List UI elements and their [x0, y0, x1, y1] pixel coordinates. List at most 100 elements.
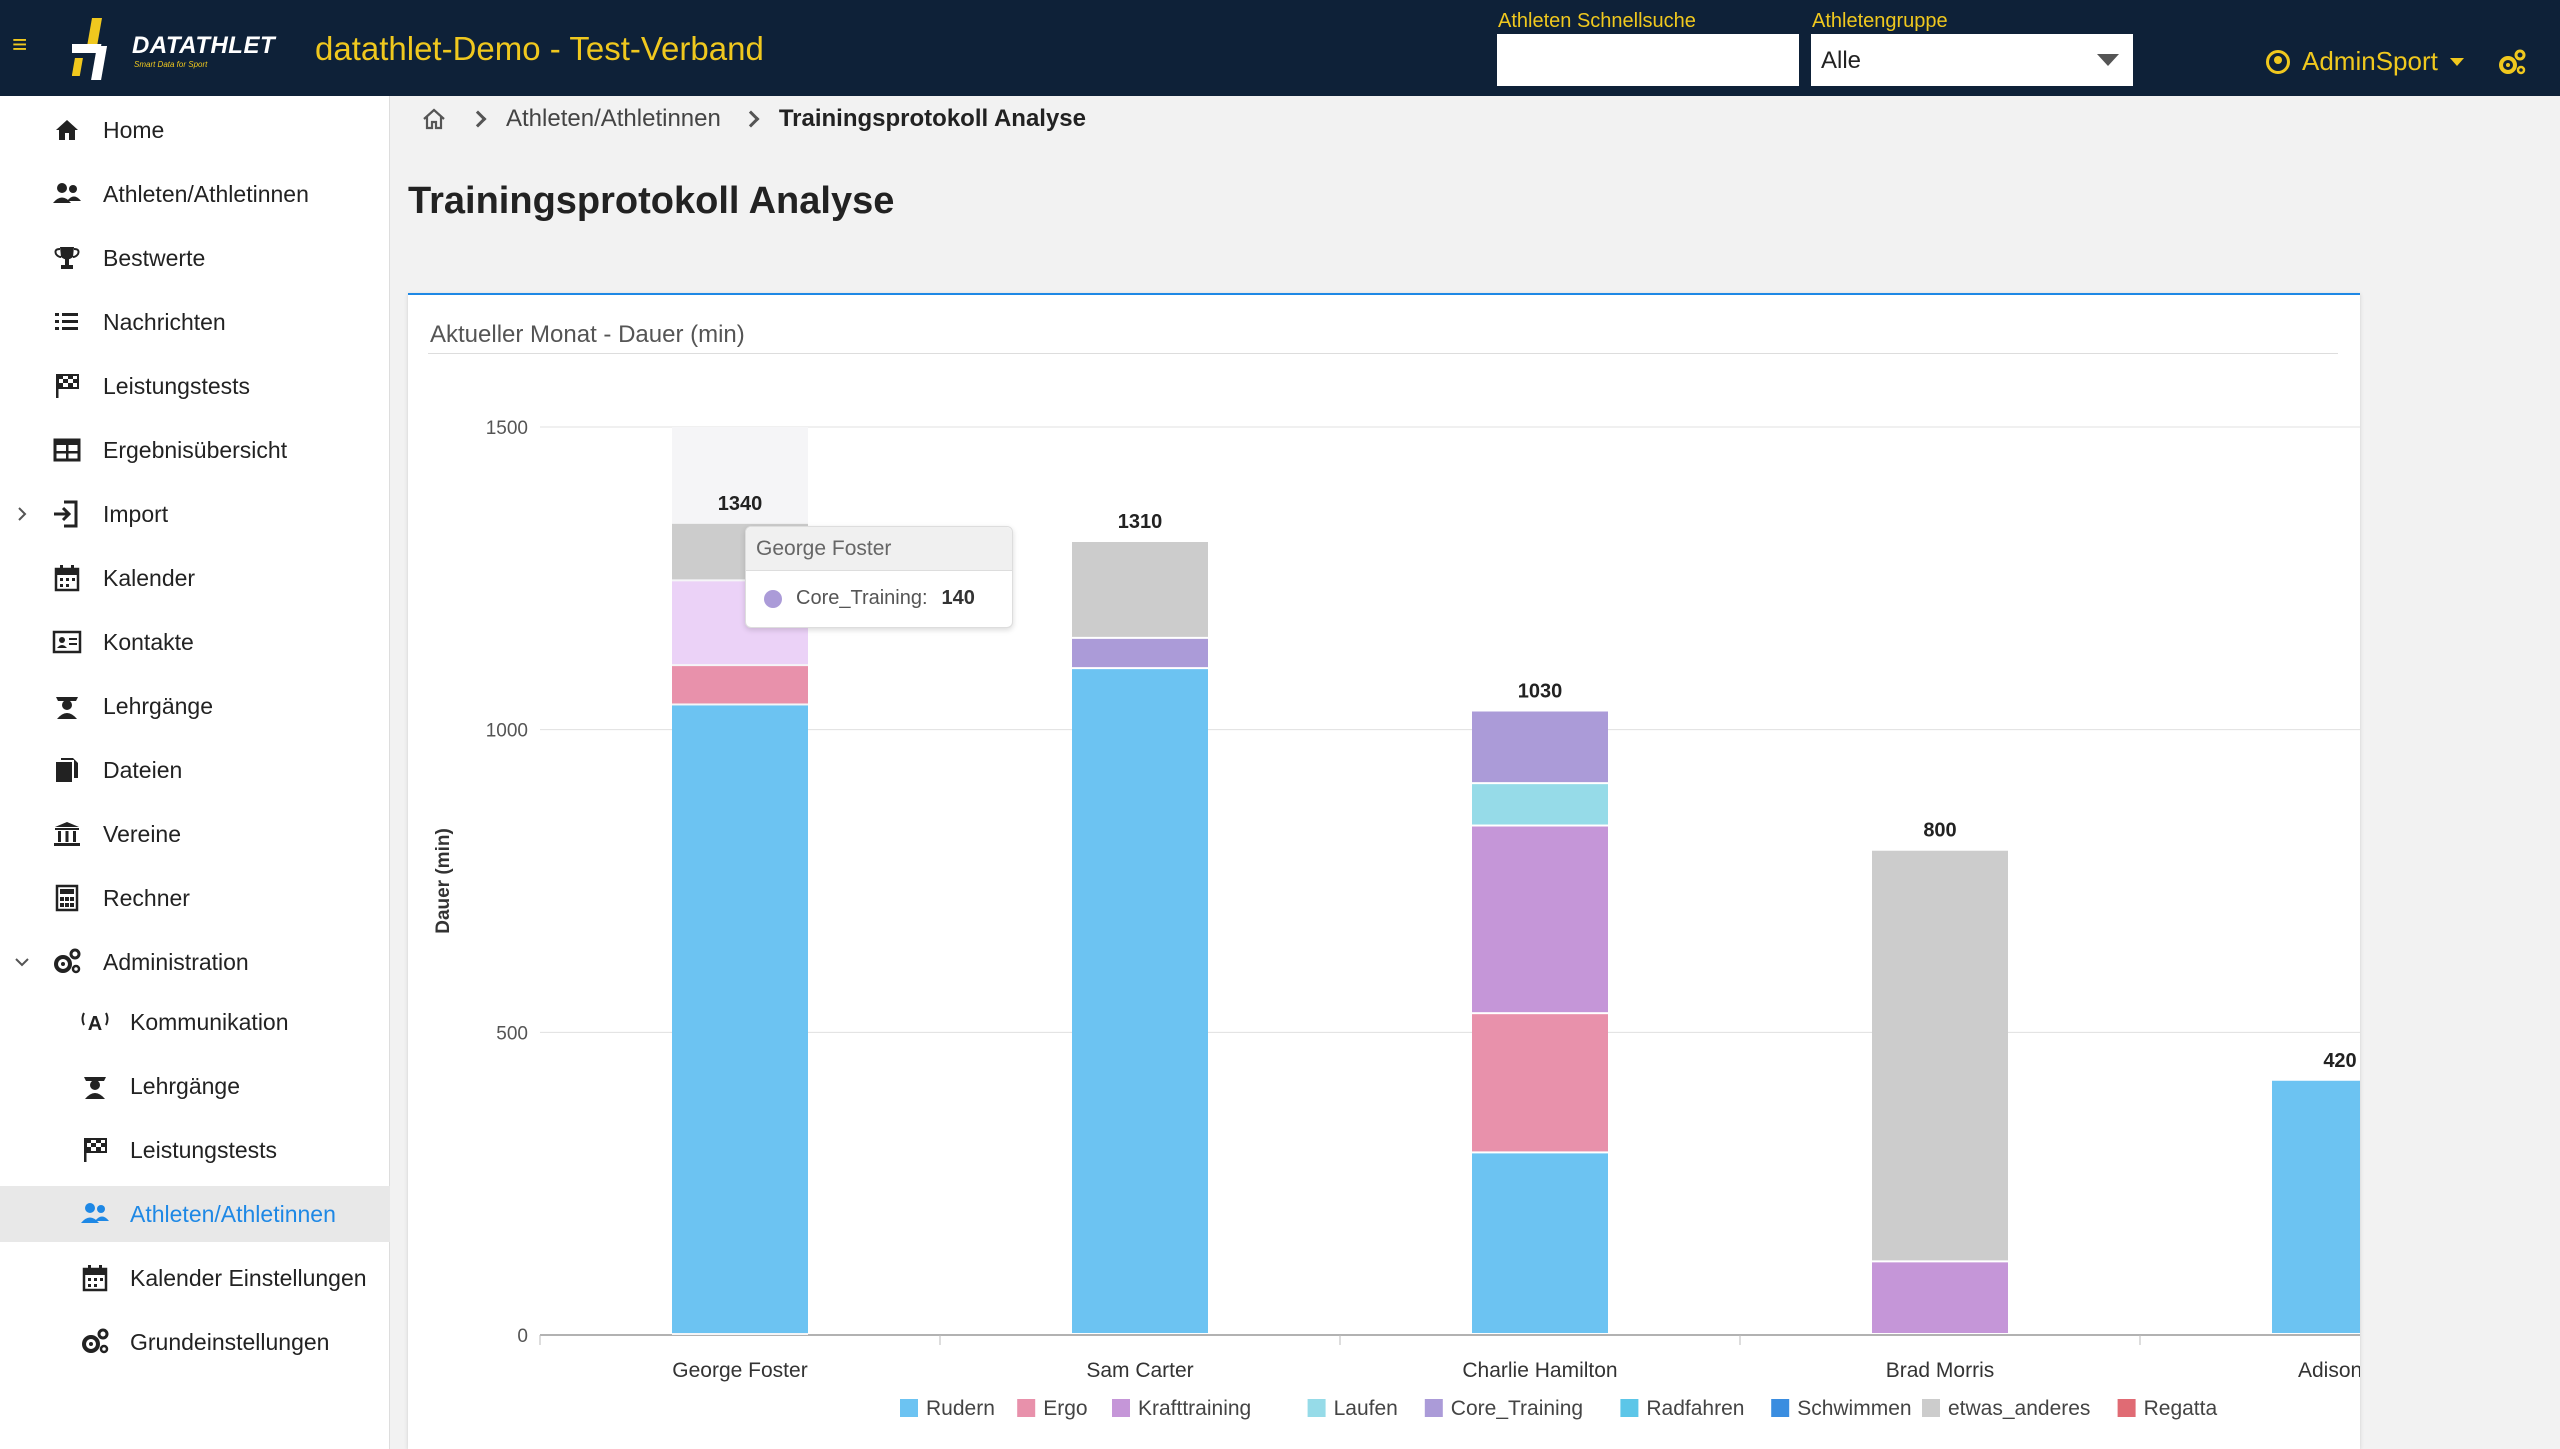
bar-segment [1472, 826, 1608, 1013]
gears-icon [54, 948, 81, 974]
sidebar-item-vereine[interactable]: Vereine [0, 806, 390, 862]
sidebar-item-label: Kommunikation [130, 1008, 289, 1035]
bar-segment [2272, 1080, 2360, 1333]
bar-segment [1472, 1153, 1608, 1333]
settings-gears-icon[interactable] [2497, 48, 2527, 78]
legend-label: Laufen [1334, 1397, 1398, 1420]
institution-icon [54, 822, 80, 846]
bar-total-label: 420 [2323, 1050, 2356, 1072]
bar-segment [1072, 638, 1208, 668]
tooltip-value: 140 [941, 587, 975, 609]
sidebar: Home Athleten/Athletinnen Bestwerte Nach… [0, 96, 390, 1449]
graduation-icon [84, 1077, 106, 1099]
app-title: datathlet-Demo - Test-Verband [315, 30, 764, 67]
broadcast-icon: A [81, 1012, 109, 1035]
sidebar-item-label: Leistungstests [130, 1136, 278, 1163]
sidebar-item-label: Rechner [103, 884, 190, 911]
logo-mark-icon [72, 18, 108, 80]
sidebar-item-label: Athleten/Athletinnen [130, 1200, 336, 1227]
chart-tooltip: George Foster Core_Training: 140 [745, 526, 1013, 628]
sidebar-item-dateien[interactable]: Dateien [0, 742, 390, 798]
home-icon [56, 120, 78, 140]
tooltip-series-dot [764, 589, 782, 608]
caret-down-icon [2449, 57, 2464, 66]
svg-text:A: A [88, 1013, 102, 1035]
chevron-down-icon[interactable] [14, 954, 30, 970]
x-category-label: Brad Morris [1886, 1359, 1995, 1382]
sidebar-subitem-kalender-einstellungen[interactable]: Kalender Einstellungen [0, 1250, 390, 1306]
sidebar-item-label: Nachrichten [103, 308, 226, 335]
logo[interactable]: DATATHLET Smart Data for Sport [72, 18, 276, 82]
legend-label: Radfahren [1646, 1397, 1744, 1420]
graduation-icon [56, 697, 78, 719]
sidebar-item-label: Import [103, 500, 169, 527]
bar-segment [1472, 1014, 1608, 1152]
legend-swatch [1424, 1399, 1443, 1417]
sidebar-item-label: Home [103, 116, 165, 143]
bar-segment [672, 666, 808, 704]
sidebar-item-label: Kalender [103, 564, 196, 591]
sidebar-item-bestwerte[interactable]: Bestwerte [0, 230, 390, 286]
sidebar-item-home[interactable]: Home [0, 102, 390, 158]
sidebar-item-label: Lehrgänge [103, 692, 213, 719]
legend-label: Core_Training [1451, 1397, 1583, 1420]
users-icon [53, 183, 81, 203]
sidebar-item-label: Kalender Einstellungen [130, 1264, 367, 1291]
files-icon [56, 758, 78, 782]
chevron-down-icon [2097, 54, 2119, 66]
sidebar-item-lehrgaenge[interactable]: Lehrgänge [0, 678, 390, 734]
tooltip-series-name: Core_Training: [796, 587, 928, 609]
legend-label: Ergo [1043, 1397, 1087, 1420]
calendar-icon [54, 565, 80, 592]
sidebar-subitem-kommunikation[interactable]: A Kommunikation [0, 994, 390, 1050]
group-select[interactable]: Alle [1811, 34, 2133, 86]
user-name: AdminSport [2302, 46, 2438, 76]
menu-icon[interactable]: ≡ [12, 29, 28, 59]
user-menu[interactable]: AdminSport [2266, 46, 2464, 77]
logo-text: DATATHLET [132, 32, 276, 59]
sidebar-item-import[interactable]: Import [0, 486, 390, 542]
sidebar-item-rechner[interactable]: Rechner [0, 870, 390, 926]
divider [428, 353, 2338, 354]
flag-icon [56, 374, 79, 398]
gears-icon [82, 1328, 109, 1354]
sidebar-item-kalender[interactable]: Kalender [0, 550, 390, 606]
sidebar-subitem-grundeinstellungen[interactable]: Grundeinstellungen [0, 1314, 390, 1370]
y-tick-label: 1500 [486, 418, 528, 439]
quick-search-input[interactable] [1497, 34, 1799, 86]
sidebar-item-ergebnisuebersicht[interactable]: Ergebnisübersicht [0, 422, 390, 478]
sidebar-subitem-athletes[interactable]: Athleten/Athletinnen [0, 1186, 390, 1242]
sidebar-item-label: Dateien [103, 756, 183, 783]
calculator-icon [55, 884, 79, 912]
sidebar-item-nachrichten[interactable]: Nachrichten [0, 294, 390, 350]
group-label: Athletengruppe [1812, 10, 1948, 32]
sidebar-item-label: Kontakte [103, 628, 194, 655]
sidebar-item-leistungstests[interactable]: Leistungstests [0, 358, 390, 414]
page-title: Trainingsprotokoll Analyse [408, 180, 895, 222]
breadcrumb-link[interactable]: Athleten/Athletinnen [506, 105, 721, 132]
chart-card-title: Aktueller Monat - Dauer (min) [430, 321, 745, 348]
sidebar-subitem-leistungstests[interactable]: Leistungstests [0, 1122, 390, 1178]
sidebar-item-kontakte[interactable]: Kontakte [0, 614, 390, 670]
breadcrumb-current: Trainingsprotokoll Analyse [778, 105, 1086, 132]
sidebar-subitem-lehrgaenge[interactable]: Lehrgänge [0, 1058, 390, 1114]
sidebar-item-label: Ergebnisübersicht [103, 436, 288, 463]
sidebar-item-athletes[interactable]: Athleten/Athletinnen [0, 166, 390, 222]
sidebar-item-label: Grundeinstellungen [130, 1328, 330, 1355]
trophy-icon [54, 247, 80, 269]
flag-icon [84, 1138, 107, 1162]
stacked-bar-chart: 0 500 1000 1500 Dauer (min) 1340 George Foster… [433, 418, 2360, 1420]
home-outline-icon[interactable] [420, 105, 448, 133]
sidebar-item-label: Bestwerte [103, 244, 206, 271]
user-circle-icon [2266, 49, 2290, 74]
table-icon [53, 438, 81, 462]
x-category-label: Charlie Hamilton [1462, 1359, 1617, 1382]
legend-label: Krafttraining [1138, 1397, 1251, 1420]
bar-segment [672, 705, 808, 1333]
sidebar-item-label: Leistungstests [103, 372, 251, 399]
bar-segment [1872, 850, 2008, 1261]
bar-total-label: 800 [1923, 820, 1956, 842]
sidebar-item-administration[interactable]: Administration [0, 934, 390, 990]
y-tick-label: 0 [517, 1326, 528, 1347]
chevron-right-icon[interactable] [14, 506, 30, 522]
